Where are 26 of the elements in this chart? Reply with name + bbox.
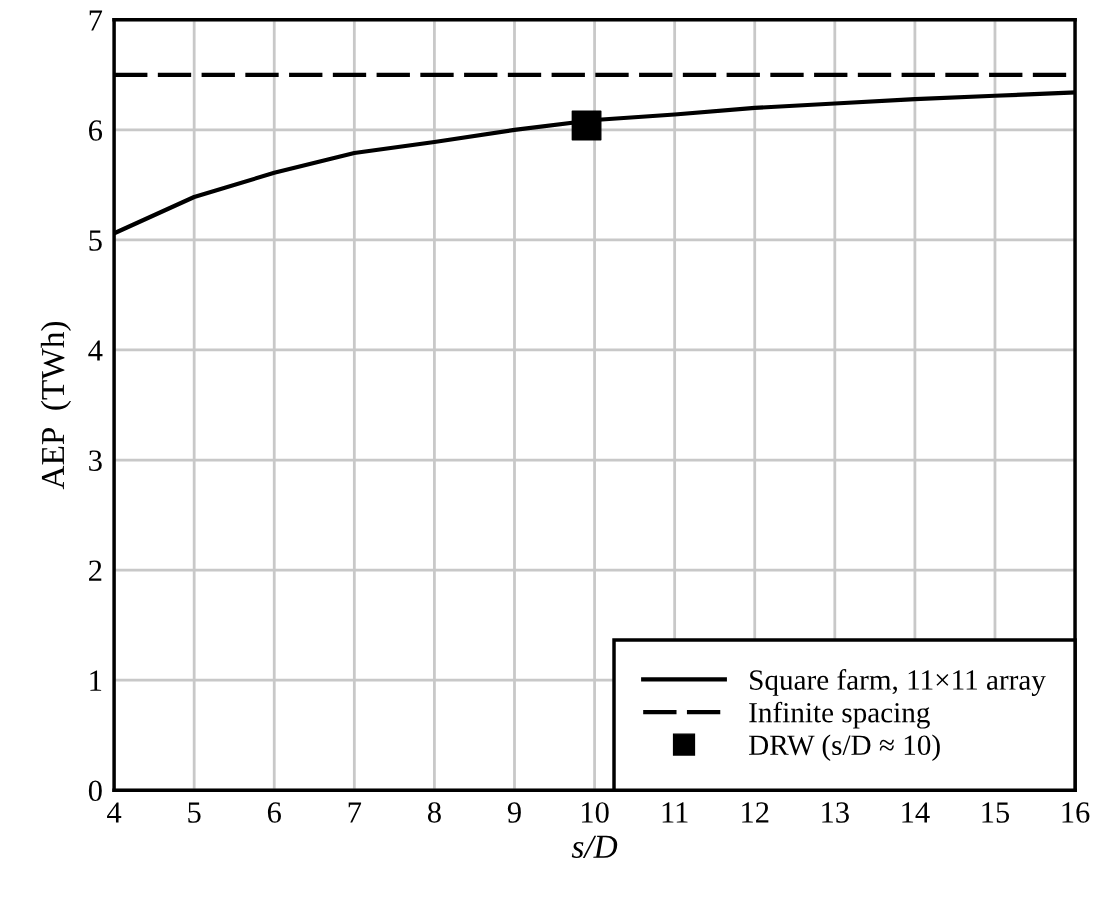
x-tick-label: 9 xyxy=(507,802,521,823)
y-axis-title: AEP (TWh) xyxy=(40,321,72,490)
legend-label: Square farm, 11×11 array xyxy=(750,669,1046,696)
x-tick-label: 14 xyxy=(902,802,930,823)
x-tick-label: 8 xyxy=(427,802,441,823)
x-tick-label: 6 xyxy=(267,802,281,823)
x-tick-label: 12 xyxy=(742,802,769,823)
x-axis-title: s/D xyxy=(571,835,618,859)
x-tick-label: 13 xyxy=(822,802,849,823)
y-tick-label: 1 xyxy=(90,670,102,691)
legend-label: Infinite spacing xyxy=(749,701,930,729)
x-tick-label: 16 xyxy=(1062,802,1090,823)
y-tick-label: 2 xyxy=(89,560,102,581)
y-tick-label: 0 xyxy=(88,780,102,802)
x-tick-label: 5 xyxy=(188,802,201,823)
legend-label: DRW (s/D ≈ 10) xyxy=(749,734,940,762)
x-tick-label: 11 xyxy=(662,802,688,823)
y-tick-label: 4 xyxy=(88,340,103,361)
x-tick-label: 4 xyxy=(107,802,122,823)
x-tick-label: 7 xyxy=(348,802,362,823)
x-tick-label: 10 xyxy=(581,802,609,823)
y-tick-label: 5 xyxy=(89,230,102,251)
y-tick-label: 3 xyxy=(89,450,102,471)
y-tick-label: 7 xyxy=(89,10,103,31)
x-tick-label: 15 xyxy=(982,802,1010,823)
y-tick-label: 6 xyxy=(89,120,103,141)
